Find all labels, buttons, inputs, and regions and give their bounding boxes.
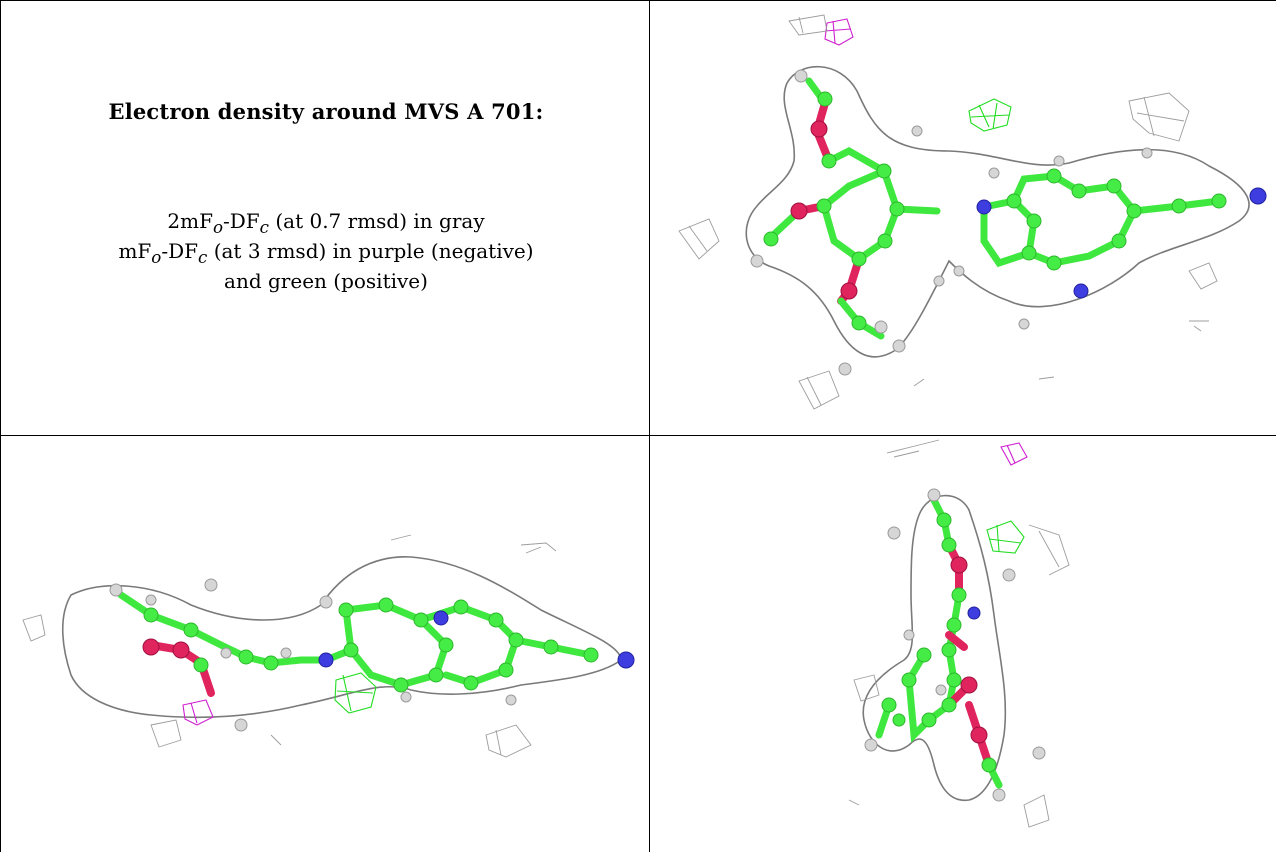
legend-text: (at 0.7 rmsd) in gray — [269, 209, 485, 233]
positive-difference-blob — [334, 672, 377, 714]
legend-title: Electron density around MVS A 701: — [108, 99, 544, 124]
density-fragments — [678, 14, 1218, 410]
density-view-top-image — [678, 14, 1267, 410]
legend-text: 2mF — [167, 209, 213, 233]
density-mesh-2fofc — [745, 65, 1250, 358]
negative-difference-blob — [182, 699, 214, 726]
density-mesh-2fofc — [862, 494, 1007, 801]
density-view-bottom-right — [649, 435, 1276, 852]
negative-difference-blob — [824, 18, 854, 46]
legend-line-2fofc: 2mFo-DFc (at 0.7 rmsd) in gray — [1, 209, 649, 240]
density-view-top — [649, 0, 1276, 436]
density-view-bottom-right-image — [848, 439, 1070, 828]
positive-difference-blob — [968, 98, 1012, 132]
legend-cell: Electron density around MVS A 701: 2mFo-… — [0, 0, 650, 436]
legend: Electron density around MVS A 701: 2mFo-… — [1, 1, 649, 435]
legend-sub: c — [198, 248, 208, 267]
density-view-bottom-left-image — [22, 534, 635, 758]
density-mesh-2fofc — [61, 556, 622, 719]
ligand-atoms — [864, 488, 1046, 802]
legend-sub: o — [151, 248, 162, 267]
ligand-atoms — [750, 69, 1267, 376]
density-fragments — [22, 534, 557, 758]
legend-line-fofc: mFo-DFc (at 3 rmsd) in purple (negative) — [1, 239, 649, 270]
density-view-bottom-left — [0, 435, 650, 852]
negative-difference-blob — [1000, 442, 1028, 466]
legend-sub: o — [212, 218, 223, 237]
legend-sub: c — [259, 218, 269, 237]
legend-text: -DF — [161, 239, 198, 263]
legend-text: (at 3 rmsd) in purple (negative) — [207, 239, 534, 263]
legend-text: -DF — [222, 209, 260, 233]
density-fragments — [848, 439, 1070, 828]
legend-text: mF — [118, 239, 152, 263]
positive-difference-blob — [986, 520, 1025, 554]
ligand-atoms — [109, 578, 635, 732]
legend-line-colors: and green (positive) — [224, 269, 428, 293]
